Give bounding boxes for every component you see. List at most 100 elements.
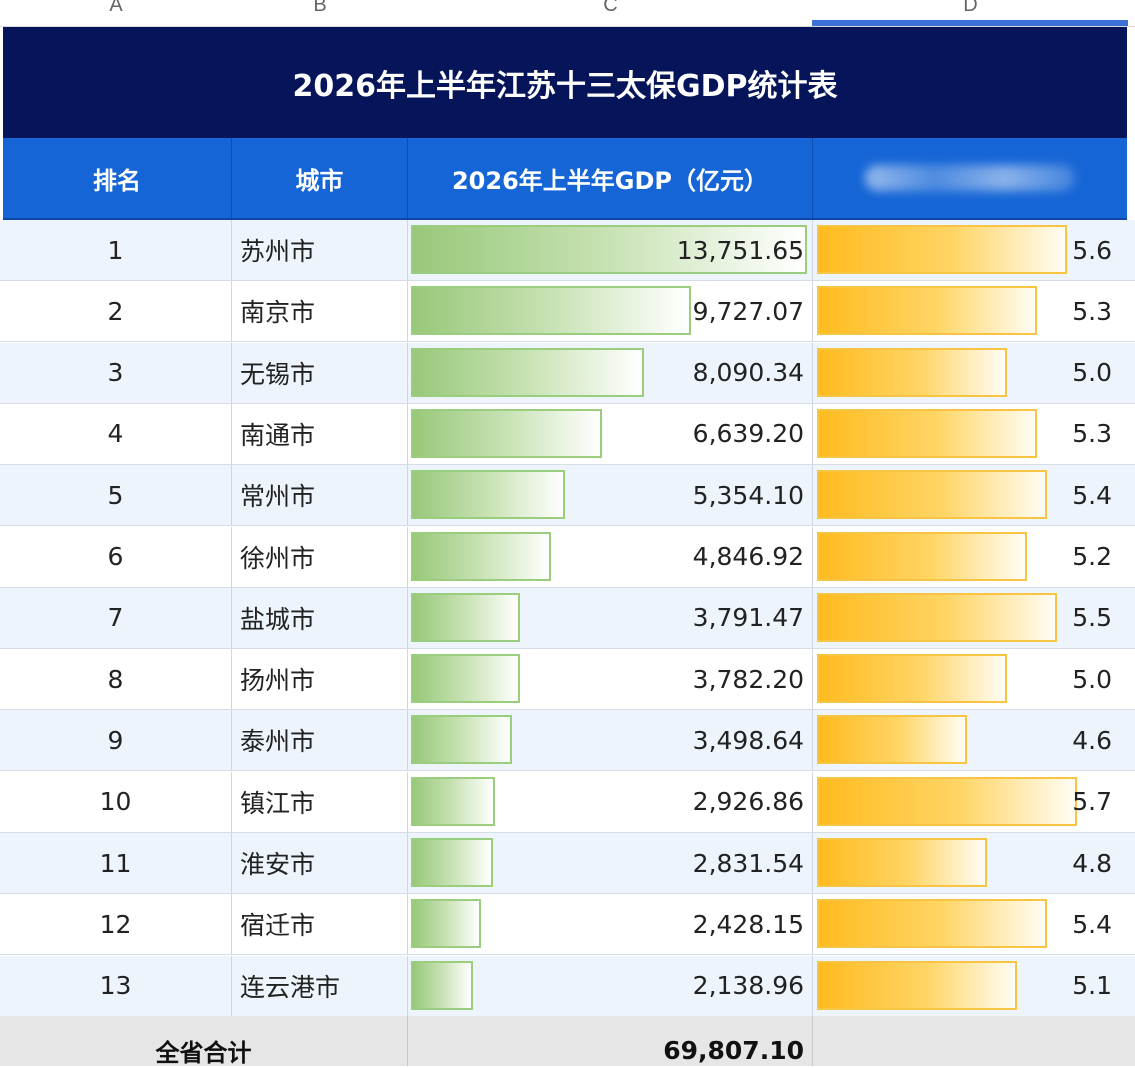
gdp-value: 4,846.92 <box>692 542 804 571</box>
growth-data-bar <box>817 531 1027 581</box>
rank-cell[interactable]: 8 <box>0 649 232 710</box>
growth-data-bar <box>817 225 1067 274</box>
total-gdp: 69,807.10 <box>408 1016 813 1066</box>
table-row: 5 常州市 5,354.10 5.4 <box>0 465 1135 527</box>
city-cell[interactable]: 徐州市 <box>232 526 408 587</box>
gdp-data-bar <box>411 899 481 949</box>
table-row: 9 泰州市 3,498.64 4.6 <box>0 710 1135 772</box>
city-cell[interactable]: 淮安市 <box>232 833 408 893</box>
table-title: 2026年上半年江苏十三太保GDP统计表 <box>3 27 1127 138</box>
gdp-cell[interactable]: 5,354.10 <box>408 465 813 526</box>
growth-value: 5.4 <box>1072 909 1112 939</box>
growth-cell[interactable]: 5.4 <box>813 894 1128 954</box>
growth-cell[interactable]: 5.3 <box>813 281 1128 341</box>
city-cell[interactable]: 泰州市 <box>232 710 408 771</box>
table-row: 6 徐州市 4,846.92 5.2 <box>0 526 1135 588</box>
gdp-cell[interactable]: 3,791.47 <box>408 587 813 648</box>
rank-cell[interactable]: 2 <box>0 281 232 342</box>
gdp-cell[interactable]: 9,727.07 <box>408 281 813 342</box>
rank-cell[interactable]: 3 <box>0 342 232 403</box>
gdp-cell[interactable]: 3,498.64 <box>408 710 813 771</box>
city-cell[interactable]: 连云港市 <box>232 955 408 1016</box>
gdp-value: 6,639.20 <box>692 419 804 449</box>
column-header-b[interactable]: B <box>313 0 327 16</box>
gdp-cell[interactable]: 13,751.65 <box>408 220 813 280</box>
city-cell[interactable]: 南通市 <box>232 403 408 464</box>
growth-cell[interactable]: 5.1 <box>813 956 1128 1016</box>
growth-cell[interactable]: 5.5 <box>813 588 1128 648</box>
gdp-value: 2,428.15 <box>692 909 804 939</box>
column-header-c[interactable]: C <box>603 0 618 16</box>
gdp-value: 13,751.65 <box>676 235 804 265</box>
gdp-cell[interactable]: 4,846.92 <box>408 526 813 587</box>
rank-cell[interactable]: 10 <box>0 771 232 832</box>
city-cell[interactable]: 无锡市 <box>232 342 408 403</box>
table-row: 4 南通市 6,639.20 5.3 <box>0 403 1135 465</box>
growth-value: 5.0 <box>1072 664 1112 694</box>
rank-cell[interactable]: 13 <box>0 955 232 1016</box>
gdp-value: 3,498.64 <box>692 725 804 755</box>
rank-cell[interactable]: 12 <box>0 894 232 955</box>
growth-cell[interactable]: 5.6 <box>813 220 1128 280</box>
growth-value: 5.3 <box>1072 419 1112 449</box>
gdp-cell[interactable]: 8,090.34 <box>408 342 813 403</box>
gdp-data-bar <box>411 838 493 887</box>
column-header-d[interactable]: D <box>963 0 978 16</box>
column-header-a[interactable]: A <box>109 0 123 16</box>
rank-cell[interactable]: 5 <box>0 465 232 526</box>
gdp-value: 2,926.86 <box>692 787 804 817</box>
city-cell[interactable]: 扬州市 <box>232 649 408 710</box>
gdp-value: 2,831.54 <box>692 848 804 878</box>
city-cell[interactable]: 南京市 <box>232 281 408 342</box>
growth-cell[interactable]: 5.2 <box>813 527 1128 587</box>
growth-value: 5.7 <box>1072 787 1112 817</box>
growth-value: 5.2 <box>1072 542 1112 571</box>
growth-data-bar <box>817 715 967 765</box>
gdp-data-bar <box>411 470 566 520</box>
gdp-cell[interactable]: 6,639.20 <box>408 403 813 464</box>
gdp-value: 9,727.07 <box>692 296 804 326</box>
growth-cell[interactable]: 4.6 <box>813 710 1128 770</box>
rank-cell[interactable]: 7 <box>0 587 232 648</box>
growth-cell[interactable]: 5.3 <box>813 404 1128 464</box>
city-cell[interactable]: 盐城市 <box>232 587 408 648</box>
gdp-value: 5,354.10 <box>692 480 804 510</box>
growth-cell[interactable]: 5.7 <box>813 772 1128 832</box>
gdp-data-bar <box>411 654 520 704</box>
growth-data-bar <box>817 776 1077 826</box>
table-row: 11 淮安市 2,831.54 4.8 <box>0 833 1135 894</box>
growth-cell[interactable]: 5.0 <box>813 343 1128 403</box>
rank-cell[interactable]: 6 <box>0 526 232 587</box>
rank-cell[interactable]: 9 <box>0 710 232 771</box>
growth-cell[interactable]: 5.0 <box>813 649 1128 709</box>
gdp-cell[interactable]: 2,926.86 <box>408 771 813 832</box>
city-cell[interactable]: 宿迁市 <box>232 894 408 955</box>
gdp-value: 3,782.20 <box>692 664 804 694</box>
gdp-cell[interactable]: 2,831.54 <box>408 833 813 893</box>
table-row: 1 苏州市 13,751.65 5.6 <box>0 220 1135 281</box>
rank-cell[interactable]: 1 <box>0 220 232 280</box>
growth-data-bar <box>817 899 1047 949</box>
table-row: 13 连云港市 2,138.96 5.1 <box>0 955 1135 1017</box>
city-cell[interactable]: 苏州市 <box>232 220 408 280</box>
gdp-cell[interactable]: 2,138.96 <box>408 955 813 1016</box>
table-row: 2 南京市 9,727.07 5.3 <box>0 281 1135 343</box>
rank-cell[interactable]: 11 <box>0 833 232 893</box>
gdp-data-bar <box>411 715 512 765</box>
growth-cell[interactable]: 4.8 <box>813 833 1128 893</box>
growth-value: 5.0 <box>1072 358 1112 388</box>
rank-cell[interactable]: 4 <box>0 403 232 464</box>
table-row: 10 镇江市 2,926.86 5.7 <box>0 771 1135 833</box>
blurred-header-text <box>865 165 1075 191</box>
gdp-data-bar <box>411 408 603 458</box>
header-growth <box>813 138 1127 218</box>
gdp-cell[interactable]: 2,428.15 <box>408 894 813 955</box>
growth-cell[interactable]: 5.4 <box>813 465 1128 525</box>
growth-data-bar <box>817 592 1057 642</box>
header-city: 城市 <box>232 138 408 218</box>
city-cell[interactable]: 镇江市 <box>232 771 408 832</box>
table-row: 8 扬州市 3,782.20 5.0 <box>0 649 1135 711</box>
growth-data-bar <box>817 347 1007 397</box>
city-cell[interactable]: 常州市 <box>232 465 408 526</box>
gdp-cell[interactable]: 3,782.20 <box>408 649 813 710</box>
